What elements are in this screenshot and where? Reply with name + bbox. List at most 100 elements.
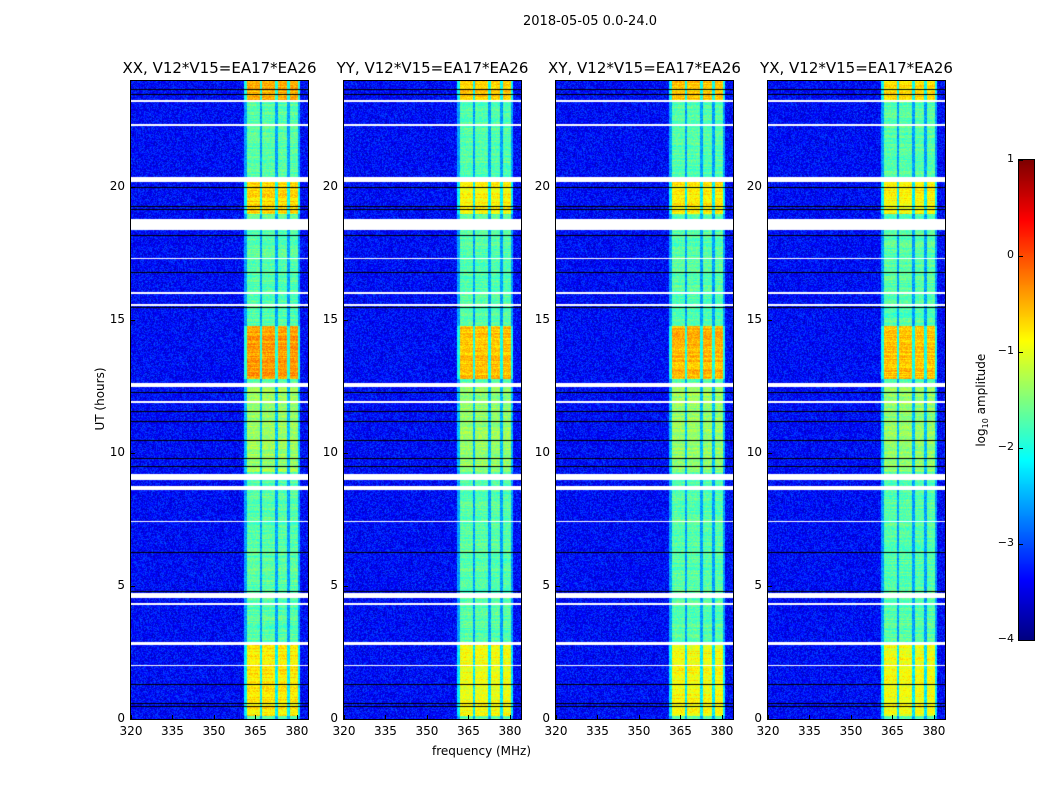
y-tick-label: 15 [746,312,762,327]
x-tick-label: 350 [202,724,226,738]
panel-title: XX, V12*V15=EA17*EA26 [122,59,317,77]
x-tick-mark [933,715,935,719]
y-tick-label: 5 [542,578,550,593]
y-tick-label: 15 [534,312,550,327]
y-tick-mark [344,586,348,588]
x-tick-label: 365 [457,724,480,738]
y-tick-mark [768,187,772,189]
x-tick-label: 335 [374,724,397,738]
y-tick-mark [768,320,772,322]
x-tick-mark [597,715,599,719]
x-tick-label: 365 [669,724,692,738]
y-tick-label: 0 [117,711,125,725]
heatmap-panel [343,80,522,720]
x-tick-label: 350 [627,724,651,738]
x-tick-mark [296,715,298,719]
heatmap-canvas [768,81,945,719]
y-tick-mark [556,586,560,588]
x-tick-label: 365 [244,724,267,738]
x-tick-label: 320 [756,724,780,738]
heatmap-canvas [131,81,308,719]
heatmap-panel [555,80,734,720]
y-tick-mark [344,320,348,322]
x-tick-label: 320 [119,724,143,738]
x-tick-mark [509,715,511,719]
y-tick-mark [768,586,772,588]
x-tick-label: 320 [332,724,356,738]
colorbar-tick-mark [1019,448,1023,449]
y-tick-mark [131,320,135,322]
panel-title: YX, V12*V15=EA17*EA26 [760,59,953,77]
y-tick-label: 10 [746,445,762,460]
heatmap-panel [767,80,946,720]
colorbar [1018,159,1035,641]
panel-title: YY, V12*V15=EA17*EA26 [336,59,529,77]
x-tick-label: 365 [881,724,904,738]
y-tick-mark [344,453,348,455]
colorbar-tick-mark [1019,160,1023,161]
x-tick-mark [131,715,132,719]
colorbar-tick-label: −2 [997,440,1014,453]
x-tick-mark [892,715,894,719]
y-tick-mark [131,586,135,588]
x-tick-mark [385,715,387,719]
x-tick-mark [426,715,428,719]
y-tick-label: 5 [117,578,125,593]
x-tick-mark [768,715,769,719]
y-tick-mark [556,187,560,189]
x-tick-mark [680,715,682,719]
y-tick-mark [768,453,772,455]
x-tick-mark [255,715,257,719]
y-tick-mark [344,187,348,189]
colorbar-tick-mark [1019,640,1023,641]
x-tick-mark [213,715,215,719]
heatmap-panel [130,80,309,720]
x-tick-label: 350 [839,724,863,738]
x-tick-label: 320 [544,724,568,738]
y-tick-label: 0 [330,711,338,725]
colorbar-tick-mark [1019,256,1023,257]
y-tick-mark [344,719,348,720]
colorbar-tick-label: 1 [1007,152,1014,165]
y-tick-mark [131,187,135,189]
y-tick-label: 15 [322,312,338,327]
y-tick-label: 10 [322,445,338,460]
y-axis-label: UT (hours) [93,367,107,431]
y-tick-label: 20 [746,179,762,194]
x-tick-label: 335 [798,724,821,738]
x-tick-mark [850,715,852,719]
panel-title: XY, V12*V15=EA17*EA26 [548,59,741,77]
y-tick-label: 20 [534,179,550,194]
x-tick-label: 335 [586,724,609,738]
y-tick-label: 5 [754,578,762,593]
y-tick-mark [556,719,560,720]
y-tick-label: 0 [542,711,550,725]
x-tick-mark [172,715,174,719]
x-tick-mark [809,715,811,719]
y-tick-label: 0 [754,711,762,725]
figure-title: 2018-05-05 0.0-24.0 [523,14,657,29]
y-tick-mark [131,719,135,720]
colorbar-tick-label: 0 [1007,248,1014,261]
colorbar-tick-mark [1019,544,1023,545]
y-tick-label: 10 [534,445,550,460]
y-tick-mark [556,320,560,322]
heatmap-canvas [344,81,521,719]
y-tick-label: 5 [330,578,338,593]
x-axis-label: frequency (MHz) [432,744,532,758]
x-tick-mark [344,715,345,719]
y-tick-mark [556,453,560,455]
y-tick-label: 20 [322,179,338,194]
colorbar-tick-label: −3 [997,536,1014,549]
y-tick-label: 20 [109,179,125,194]
y-tick-mark [768,719,772,720]
x-tick-label: 380 [498,724,522,738]
y-tick-label: 10 [109,445,125,460]
y-tick-mark [131,453,135,455]
colorbar-tick-label: −1 [997,344,1014,357]
x-tick-label: 380 [710,724,734,738]
x-tick-label: 380 [285,724,309,738]
colorbar-tick-mark [1019,352,1023,353]
y-tick-label: 15 [109,312,125,327]
